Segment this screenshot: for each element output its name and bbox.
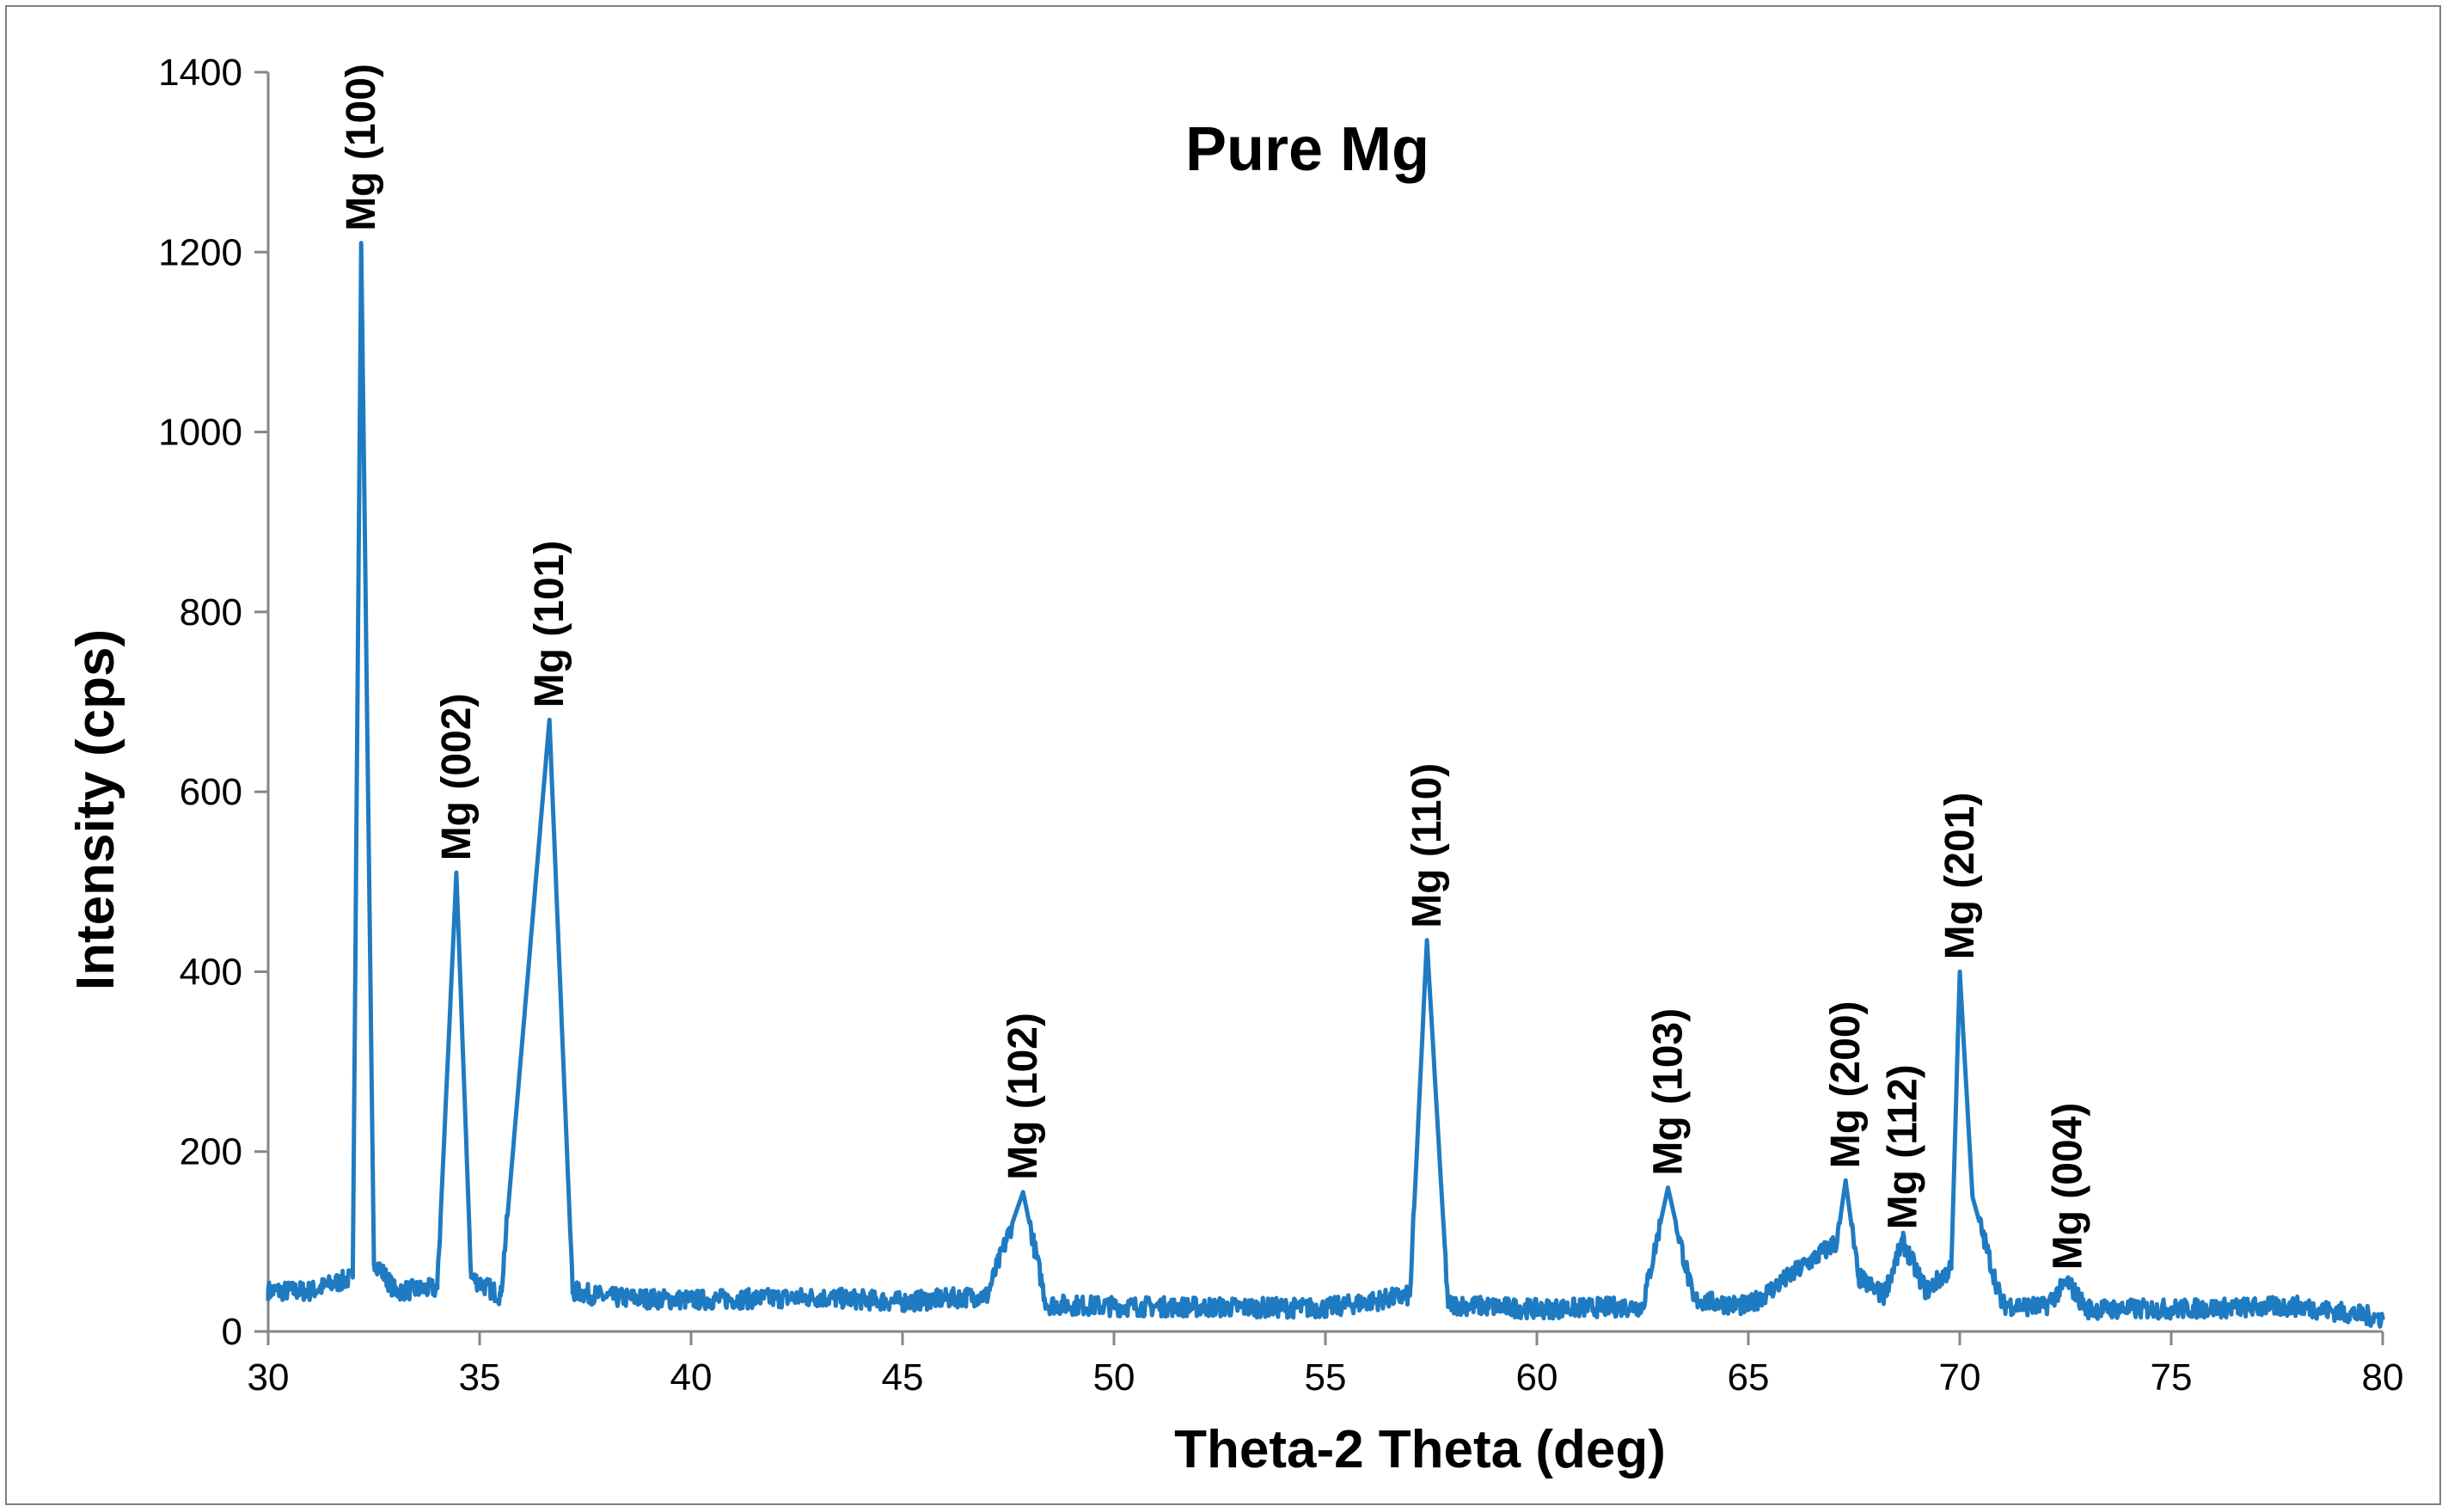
x-axis-title: Theta-2 Theta (deg) (1174, 1420, 1666, 1479)
xrd-series-line (266, 241, 2385, 1329)
x-tick-label: 40 (670, 1356, 713, 1399)
x-tick-label: 65 (1728, 1356, 1770, 1399)
x-tick-label: 30 (248, 1356, 290, 1399)
y-tick-label: 0 (222, 1311, 242, 1353)
x-tick-label: 35 (459, 1356, 501, 1399)
chart-frame: Pure Mg Intensity (cps) Theta-2 Theta (d… (5, 5, 2441, 1505)
x-tick-label: 80 (2362, 1356, 2404, 1399)
peak-label: Mg (004) (2046, 1103, 2091, 1270)
peak-label: Mg (112) (1881, 1064, 1926, 1229)
x-tick-label: 75 (2151, 1356, 2193, 1399)
peak-labels: Mg (100) Mg (002) Mg (101) Mg (102) Mg (110)… (339, 64, 2090, 1270)
axes (254, 70, 2384, 1345)
y-tick-label: 800 (180, 591, 242, 634)
y-tick-label: 1200 (158, 231, 242, 273)
peak-label: Mg (100) (339, 64, 384, 231)
y-tick-label: 200 (180, 1131, 242, 1173)
series-layer (266, 241, 2385, 1329)
y-tick-label: 1000 (158, 412, 242, 454)
x-tick-label: 70 (1939, 1356, 1981, 1399)
peak-label: Mg (101) (527, 541, 572, 708)
peak-label: Mg (110) (1405, 763, 1450, 928)
x-tick-label: 60 (1516, 1356, 1558, 1399)
y-tick-label: 400 (180, 951, 242, 993)
y-axis-title: Intensity (cps) (66, 629, 125, 990)
peak-label: Mg (200) (1823, 1001, 1869, 1168)
peak-label: Mg (002) (434, 694, 480, 861)
peak-label: Mg (103) (1646, 1008, 1692, 1176)
peak-label: Mg (102) (1001, 1013, 1046, 1180)
peak-label: Mg (201) (1937, 793, 1983, 960)
x-tick-label: 45 (882, 1356, 924, 1399)
y-tick-label: 1400 (158, 52, 242, 94)
x-tick-label: 50 (1093, 1356, 1135, 1399)
tick-labels: 0 200 400 600 800 1000 1200 1400 30 35 40 45 50 55 60 6… (158, 52, 2403, 1399)
x-tick-label: 55 (1305, 1356, 1347, 1399)
y-tick-label: 600 (180, 771, 242, 813)
xrd-chart: Pure Mg Intensity (cps) Theta-2 Theta (d… (66, 52, 2403, 1479)
chart-title: Pure Mg (1185, 115, 1429, 184)
